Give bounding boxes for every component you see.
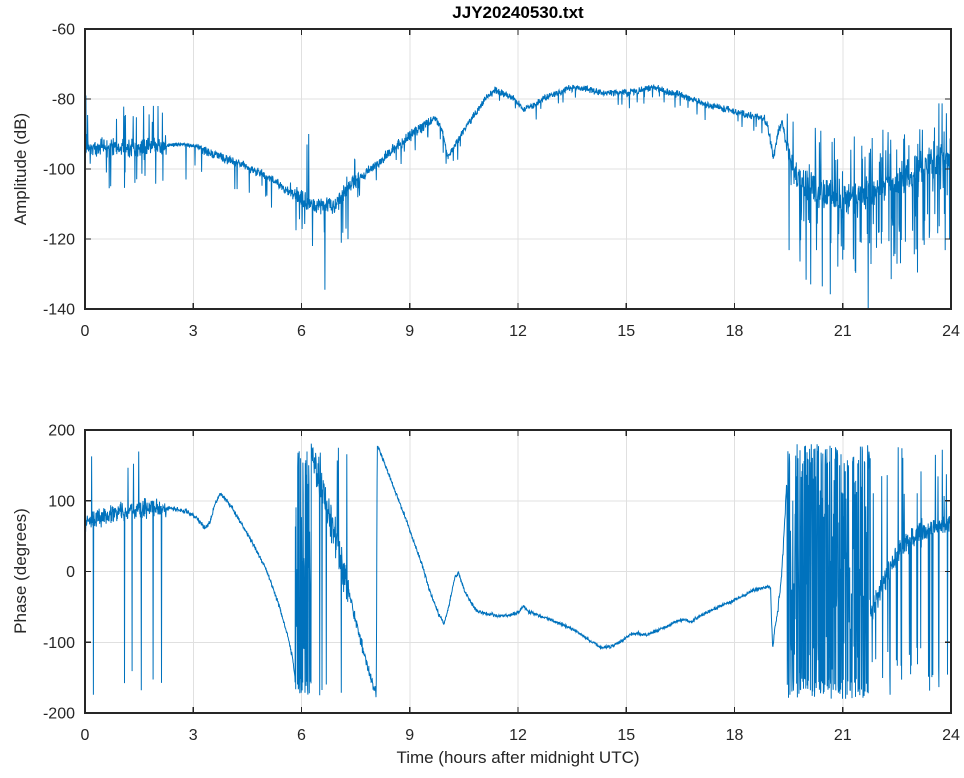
amplitude-y-tick-label: -60 [52,22,75,39]
phase-y-tick-label: 100 [48,493,75,510]
amplitude-subplot: 0 3 6 9 12 15 18 21 24 -140 -120 -100 -80 -60 [43,22,960,341]
phase-x-tick-label: 3 [189,727,198,744]
phase-x-tick-label: 18 [726,727,744,744]
phase-x-tick-label: 9 [405,727,414,744]
amplitude-x-tick-label: 0 [81,323,90,340]
phase-x-tick-label: 15 [617,727,635,744]
phase-y-tick-label: -200 [43,706,75,723]
amplitude-x-tick-label: 12 [509,323,527,340]
amplitude-y-tick-label: -100 [43,162,75,179]
amplitude-y-tick-label: -80 [52,92,75,109]
amplitude-x-tick-label: 3 [189,323,198,340]
phase-x-tick-label: 24 [942,727,960,744]
amplitude-y-tick-label: -120 [43,232,75,249]
amplitude-y-tick-label: -140 [43,302,75,319]
phase-y-tick-label: 0 [66,564,75,581]
phase-x-tick-label: 12 [509,727,527,744]
amplitude-y-axis-label: Amplitude (dB) [11,112,30,226]
amplitude-x-tick-label: 24 [942,323,960,340]
phase-subplot: 0 3 6 9 12 15 18 21 24 -200 -100 0 100 200 [43,423,960,745]
amplitude-data-line [85,84,951,309]
phase-x-tick-label: 21 [834,727,852,744]
phase-y-tick-label: 200 [48,423,75,440]
amplitude-grid [85,29,951,309]
amplitude-x-tick-label: 15 [617,323,635,340]
amplitude-x-tick-label: 18 [726,323,744,340]
figure-title: JJY20240530.txt [452,3,584,22]
phase-y-tick-label: -100 [43,635,75,652]
amplitude-x-tick-label: 9 [405,323,414,340]
amplitude-x-tick-label: 21 [834,323,852,340]
phase-x-tick-label: 0 [81,727,90,744]
phase-y-axis-label: Phase (degrees) [11,508,30,634]
phase-data-line [85,443,951,699]
phase-x-tick-label: 6 [297,727,306,744]
amplitude-x-tick-label: 6 [297,323,306,340]
time-x-axis-label: Time (hours after midnight UTC) [396,748,640,767]
